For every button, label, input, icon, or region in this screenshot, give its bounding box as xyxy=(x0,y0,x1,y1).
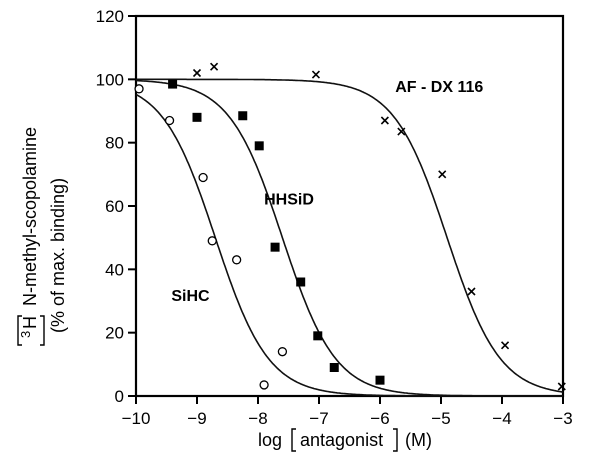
x-axis-label-prefix: log xyxy=(258,430,282,450)
point-af-dx-116 xyxy=(380,116,389,125)
y-tick-label: 20 xyxy=(105,324,124,343)
y-axis-label: 3 H N-methyl-scopolamine (% of max. bind… xyxy=(17,127,68,346)
x-axis-label-unit: (M) xyxy=(405,430,432,450)
point-af-dx-116 xyxy=(311,70,321,79)
x-tick-label: −8 xyxy=(248,409,267,428)
y-axis-label-element: H xyxy=(20,316,40,329)
y-tick-label: 40 xyxy=(105,260,124,279)
point-sihc xyxy=(134,84,144,94)
point-sihc xyxy=(207,236,217,246)
y-axis-label-bracket xyxy=(17,315,22,346)
point-hhsid xyxy=(313,331,323,341)
y-axis-label-main: N-methyl-scopolamine xyxy=(20,127,40,306)
point-hhsid xyxy=(168,79,178,89)
point-af-dx-116 xyxy=(467,287,476,296)
point-hhsid xyxy=(254,141,264,151)
point-af-dx-116 xyxy=(438,170,447,179)
point-hhsid xyxy=(270,242,280,252)
plot-frame xyxy=(134,14,565,398)
point-af-dx-116 xyxy=(500,341,510,350)
y-tick-label: 0 xyxy=(115,387,124,406)
point-af-dx-116 xyxy=(192,68,202,78)
curve-af-dx-116 xyxy=(136,78,564,393)
point-sihc xyxy=(164,115,175,126)
y-tick-label: 80 xyxy=(105,134,124,153)
point-af-dx-116 xyxy=(397,127,406,136)
x-tick-label: −4 xyxy=(492,409,511,428)
y-tick-label: 60 xyxy=(105,197,124,216)
point-af-dx-116 xyxy=(557,382,566,391)
y-tick-label: 100 xyxy=(96,70,124,89)
point-hhsid xyxy=(238,111,248,121)
plot-border xyxy=(134,14,565,398)
x-tick-label: −10 xyxy=(122,409,151,428)
x-tick-label: −9 xyxy=(187,409,206,428)
series-label-sihc: SiHC xyxy=(171,288,210,305)
x-axis-label-right-bracket xyxy=(393,428,398,452)
x-axis-label: log antagonist (M) xyxy=(258,428,432,452)
x-tick-label: −7 xyxy=(309,409,328,428)
x-axis-label-left-bracket xyxy=(291,428,296,452)
y-tick-label: 120 xyxy=(96,7,124,26)
point-hhsid xyxy=(192,112,202,122)
x-tick-label: −6 xyxy=(370,409,389,428)
series-label-af-dx-116: AF - DX 116 xyxy=(395,79,483,96)
curve-hhsid xyxy=(136,79,563,397)
axis-ticks: −10 −9 −8 −7 −6 −5 −4 −3 0 20 40 60 80 100 120 xyxy=(96,7,573,428)
curve-sihc xyxy=(135,93,563,397)
point-sihc xyxy=(277,347,288,357)
point-af-dx-116 xyxy=(210,62,219,71)
data-markers xyxy=(134,62,566,391)
fit-curves xyxy=(135,78,564,397)
point-hhsid xyxy=(296,277,306,287)
point-hhsid xyxy=(375,375,385,385)
point-sihc xyxy=(198,172,208,183)
point-sihc xyxy=(259,380,269,390)
x-tick-label: −5 xyxy=(431,409,450,428)
x-tick-label: −3 xyxy=(553,409,572,428)
point-sihc xyxy=(231,255,242,265)
x-axis-label-quantity: antagonist xyxy=(300,430,383,450)
point-hhsid xyxy=(329,363,339,372)
y-axis-label-superscript: 3 xyxy=(18,331,33,338)
series-labels: SiHC HHSiD AF - DX 116 xyxy=(171,79,483,305)
y-axis-label-sub: (% of max. binding) xyxy=(48,178,68,333)
y-axis-label-bracket-bottom xyxy=(40,315,45,346)
series-label-hhsid: HHSiD xyxy=(264,191,314,208)
